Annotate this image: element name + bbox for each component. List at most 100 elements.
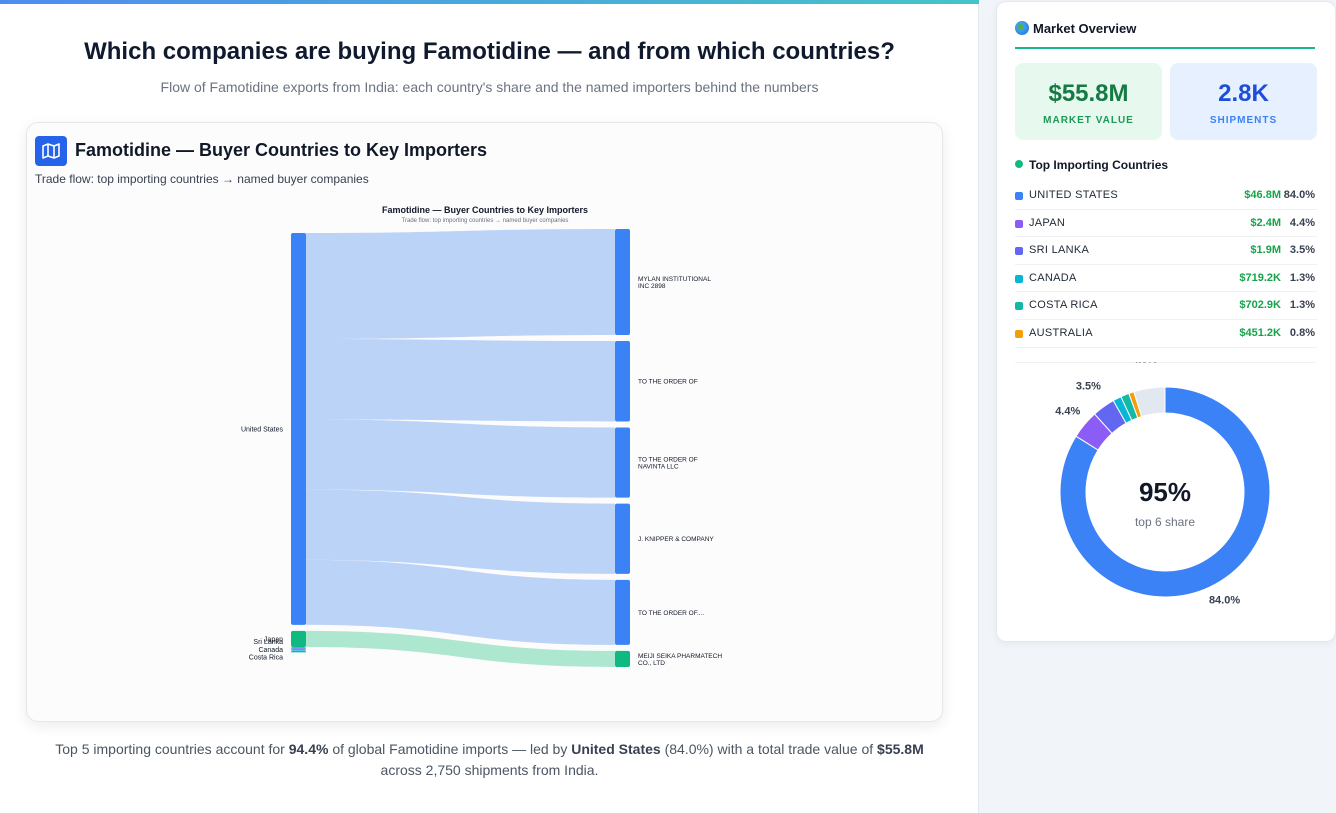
- sankey-inner-title: Famotidine — Buyer Countries to Key Impo…: [382, 205, 588, 215]
- sankey-link: [306, 489, 615, 574]
- shipments-value: 2.8K: [1218, 80, 1269, 107]
- sankey-target-label: TO THE ORDER OF....: [638, 610, 704, 617]
- sankey-target-node: [615, 579, 630, 645]
- country-percent: 84.0%: [1283, 189, 1315, 201]
- market-value-stat: $55.8M MARKET VALUE: [1015, 63, 1162, 140]
- country-name: AUSTRALIA: [1029, 326, 1093, 339]
- sankey-target-label: MEIJI SEIKA PHARMATECH CO., LTD: [638, 653, 722, 667]
- legend-swatch: [1015, 329, 1023, 338]
- legend-swatch: [1015, 302, 1023, 311]
- market-overview-header: Market Overview: [1015, 21, 1136, 36]
- country-name: COSTA RICA: [1029, 299, 1098, 312]
- country-value: $46.8M: [1244, 189, 1281, 201]
- sankey-target-node: [615, 229, 630, 336]
- country-name: SRI LANKA: [1029, 244, 1090, 257]
- sankey-source-node: [291, 233, 306, 625]
- insight-text: Top 5 importing countries account for 94…: [40, 739, 939, 781]
- donut-percent-label: 4.4%: [1055, 405, 1080, 417]
- sankey-target-node: [615, 650, 630, 667]
- sankey-source-node: [291, 630, 306, 647]
- list-item[interactable]: JAPAN $2.4M 4.4%: [1015, 210, 1317, 238]
- shipments-label: SHIPMENTS: [1209, 115, 1278, 126]
- sankey-target-node: [615, 503, 630, 574]
- list-item[interactable]: COSTA RICA $702.9K 1.3%: [1015, 292, 1317, 320]
- sankey-target-label: TO THE ORDER OF: [638, 379, 698, 386]
- country-percent: 1.3%: [1289, 271, 1315, 284]
- country-percent: 0.8%: [1289, 326, 1315, 339]
- map-icon: [35, 136, 67, 166]
- country-name: CANADA: [1029, 271, 1077, 284]
- country-percent: 3.5%: [1289, 244, 1315, 257]
- list-item[interactable]: AUSTRALIA $451.2K 0.8%: [1015, 320, 1317, 348]
- sankey-target-label: TO THE ORDER OF NAVINTA LLC: [638, 457, 698, 471]
- country-value: $2.4M: [1250, 216, 1281, 229]
- shipments-stat: 2.8K SHIPMENTS: [1170, 63, 1317, 140]
- sankey-target-node: [615, 341, 630, 422]
- sankey-source-node: [291, 647, 306, 649]
- sankey-link: [306, 419, 615, 498]
- sankey-source-label: Canada: [258, 647, 283, 654]
- insight-part: of global Famotidine imports — led by: [328, 741, 572, 757]
- sankey-source-node: [291, 649, 306, 651]
- sankey-inner-subtitle: Trade flow: top importing countries → na…: [402, 218, 569, 224]
- sankey-source-label: Japan: [264, 636, 283, 643]
- country-value: $702.9K: [1239, 299, 1281, 312]
- list-divider: [1015, 362, 1315, 363]
- country-value: $719.2K: [1239, 271, 1281, 284]
- donut-center-label: top 6 share: [1135, 515, 1195, 529]
- chart-card-subtitle: Trade flow: top importing countries → na…: [35, 172, 369, 186]
- country-value: $1.9M: [1250, 244, 1281, 257]
- list-item[interactable]: UNITED STATES $46.8M 84.0%: [1015, 182, 1317, 210]
- insight-part: (84.0%) with a total trade value of: [660, 741, 878, 757]
- main-panel: Which companies are buying Famotidine — …: [0, 0, 979, 813]
- donut-percent-label: 4.8%: [1132, 362, 1157, 366]
- donut-segment: [1133, 386, 1166, 418]
- market-overview-panel: Market Overview $55.8M MARKET VALUE 2.8K…: [996, 1, 1336, 642]
- legend-swatch: [1015, 219, 1023, 228]
- country-name: UNITED STATES: [1029, 189, 1119, 201]
- country-value: $451.2K: [1239, 326, 1281, 339]
- sankey-source-node: [291, 650, 306, 653]
- sankey-target-node: [615, 427, 630, 498]
- top-countries-label: Top Importing Countries: [1029, 158, 1169, 172]
- donut-segment: [1059, 386, 1271, 598]
- legend-swatch: [1015, 274, 1023, 283]
- page-title: Which companies are buying Famotidine — …: [84, 38, 895, 65]
- bullet-dot-icon: [1015, 160, 1023, 168]
- sankey-target-label: MYLAN INSTITUTIONAL INC 2898: [638, 276, 711, 290]
- insight-part: across 2,750 shipments from India.: [380, 762, 599, 778]
- insight-part: Top 5 importing countries account for: [55, 741, 289, 757]
- sankey-source-label: Sri Lanka: [253, 639, 283, 646]
- market-overview-title: Market Overview: [1033, 21, 1137, 36]
- sankey-source-label: United States: [241, 426, 284, 433]
- country-name: JAPAN: [1029, 216, 1066, 229]
- sankey-link: [306, 229, 615, 340]
- sankey-source-label: Costa Rica: [249, 655, 283, 662]
- list-item[interactable]: CANADA $719.2K 1.3%: [1015, 265, 1317, 293]
- donut-percent-label: 84.0%: [1209, 595, 1240, 607]
- globe-icon: [1015, 21, 1029, 35]
- insight-highlight: 94.4%: [288, 741, 329, 757]
- country-percent: 4.4%: [1289, 216, 1315, 229]
- insight-highlight: $55.8M: [877, 741, 924, 757]
- insight-highlight: United States: [571, 741, 661, 757]
- top-accent-bar: [0, 0, 979, 4]
- legend-swatch: [1015, 192, 1023, 200]
- header-divider: [1015, 47, 1315, 49]
- sankey-link: [306, 630, 615, 667]
- page-subtitle: Flow of Famotidine exports from India: e…: [160, 79, 819, 95]
- donut-center-value: 95%: [1139, 477, 1191, 507]
- top-countries-title: Top Importing Countries: [1015, 158, 1168, 172]
- sankey-target-label: J. KNIPPER & COMPANY: [638, 536, 714, 543]
- legend-swatch: [1015, 247, 1023, 256]
- chart-card-title: Famotidine — Buyer Countries to Key Impo…: [75, 140, 488, 160]
- sankey-chart-card: Famotidine — Buyer Countries to Key Impo…: [26, 122, 943, 722]
- sankey-link: [306, 559, 615, 645]
- share-donut-chart: 95% top 6 share 84.0% 4.4% 3.5% 4.8%: [1055, 362, 1271, 607]
- sankey-chart: Famotidine — Buyer Countries to Key Impo…: [241, 205, 722, 667]
- market-value-label: MARKET VALUE: [1043, 115, 1134, 126]
- country-percent: 1.3%: [1289, 299, 1315, 312]
- sankey-link: [306, 339, 615, 422]
- list-item[interactable]: SRI LANKA $1.9M 3.5%: [1015, 237, 1317, 265]
- country-list: UNITED STATES $46.8M 84.0% JAPAN $2.4M 4…: [1015, 182, 1317, 348]
